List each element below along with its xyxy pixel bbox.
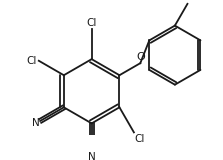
Text: Cl: Cl — [87, 18, 97, 28]
Text: O: O — [136, 52, 145, 62]
Text: N: N — [88, 152, 95, 160]
Text: Cl: Cl — [135, 134, 145, 144]
Text: N: N — [32, 118, 40, 128]
Text: Cl: Cl — [27, 56, 37, 66]
